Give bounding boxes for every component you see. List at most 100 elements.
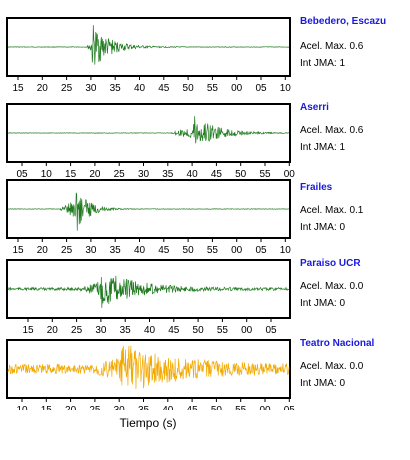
- station-name-4: Paraiso UCR: [300, 258, 361, 269]
- jma-line-4: Int JMA: 0: [300, 298, 408, 309]
- accel-line-2: Acel. Max. 0.6: [300, 125, 408, 136]
- x-tick-label: 35: [120, 325, 132, 336]
- x-tick-label: 15: [12, 245, 24, 256]
- accel-label-1: Acel. Max.: [300, 41, 347, 52]
- x-tick-label: 55: [235, 405, 247, 410]
- x-tick-label: 50: [193, 325, 205, 336]
- jma-line-3: Int JMA: 0: [300, 222, 408, 233]
- x-tick-label: 15: [65, 169, 77, 180]
- station-name-2: Aserri: [300, 102, 329, 113]
- panel-info-3: Frailes Acel. Max. 0.1 Int JMA: 0: [300, 182, 408, 233]
- x-tick-label: 20: [37, 245, 49, 256]
- jma-label-3: Int JMA:: [300, 222, 337, 233]
- x-tick-label: 40: [134, 245, 146, 256]
- x-tick-label: 10: [41, 169, 53, 180]
- x-tick-label: 20: [37, 83, 49, 94]
- x-tick-label: 30: [138, 169, 150, 180]
- x-tick-label: 40: [187, 169, 199, 180]
- jma-label-2: Int JMA:: [300, 142, 337, 153]
- x-tick-label: 30: [114, 405, 126, 410]
- x-tick-label: 40: [144, 325, 156, 336]
- x-tick-label: 10: [280, 245, 292, 256]
- accel-value-2: 0.6: [349, 125, 364, 136]
- x-tick-label: 50: [183, 245, 195, 256]
- jma-value-2: 1: [339, 142, 346, 153]
- x-tick-label: 15: [12, 83, 24, 94]
- x-tick-label: 30: [85, 245, 97, 256]
- station-name-5: Teatro Nacional: [300, 338, 375, 349]
- x-tick-label: 35: [138, 405, 150, 410]
- x-tick-label: 35: [110, 245, 122, 256]
- panel-4: 15 20 25 30 35 40 45 50 55 00 05: [6, 259, 291, 336]
- x-tick-label: 25: [89, 405, 101, 410]
- x-tick-label: 55: [259, 169, 271, 180]
- jma-label-1: Int JMA:: [300, 58, 337, 69]
- x-tick-label: 05: [284, 405, 296, 410]
- jma-line-1: Int JMA: 1: [300, 58, 408, 69]
- jma-value-5: 0: [339, 378, 346, 389]
- waveform-trace: [7, 116, 290, 144]
- panel-info-4: Paraiso UCR Acel. Max. 0.0 Int JMA: 0: [300, 258, 408, 309]
- accel-line-5: Acel. Max. 0.0: [300, 361, 408, 372]
- waveform-trace: [7, 275, 290, 308]
- x-tick-label: 20: [65, 405, 77, 410]
- panel-3: 15 20 25 30 35 40 45 50 55 00 05 10: [6, 179, 292, 256]
- x-tick-label: 45: [158, 83, 170, 94]
- accel-line-4: Acel. Max. 0.0: [300, 281, 408, 292]
- accel-label-5: Acel. Max.: [300, 361, 347, 372]
- x-tick-label: 45: [168, 325, 180, 336]
- x-tick-label: 45: [187, 405, 199, 410]
- accel-line-1: Acel. Max. 0.6: [300, 41, 408, 52]
- waveform-trace: [7, 345, 290, 390]
- station-name-3: Frailes: [300, 182, 333, 193]
- x-tick-label: 05: [265, 325, 277, 336]
- accel-value-5: 0.0: [349, 361, 364, 372]
- x-tick-label: 05: [255, 83, 267, 94]
- x-tick-label: 55: [207, 83, 219, 94]
- x-tick-label: 35: [162, 169, 174, 180]
- x-tick-label: 30: [95, 325, 107, 336]
- accel-label-3: Acel. Max.: [300, 205, 347, 216]
- x-axis-label: Tiempo (s): [119, 416, 177, 430]
- jma-value-4: 0: [339, 298, 346, 309]
- x-tick-label: 25: [61, 245, 73, 256]
- panel-1: 15 20 25 30 35 40 45 50 55 00 05 10: [6, 17, 292, 94]
- jma-label-4: Int JMA:: [300, 298, 337, 309]
- jma-value-3: 0: [339, 222, 346, 233]
- jma-line-2: Int JMA: 1: [300, 142, 408, 153]
- x-tick-label: 00: [284, 169, 296, 180]
- x-tick-label: 40: [162, 405, 174, 410]
- x-tick-label: 10: [16, 405, 28, 410]
- panel-info-2: Aserri Acel. Max. 0.6 Int JMA: 1: [300, 102, 408, 153]
- x-tick-label: 00: [241, 325, 253, 336]
- x-tick-label: 15: [22, 325, 34, 336]
- accel-value-1: 0.6: [349, 41, 364, 52]
- x-tick-label: 00: [231, 245, 243, 256]
- x-tick-label: 25: [61, 83, 73, 94]
- station-name-1: Bebedero, Escazu: [300, 16, 387, 27]
- accel-label-2: Acel. Max.: [300, 125, 347, 136]
- x-tick-label: 15: [41, 405, 53, 410]
- jma-line-5: Int JMA: 0: [300, 378, 408, 389]
- x-tick-label: 50: [211, 405, 223, 410]
- x-tick-label: 25: [114, 169, 126, 180]
- seismogram-chart: 15 20 25 30 35 40 45 50 55 00 05 10 05 10 15 20 25 30 35 40…: [6, 17, 296, 410]
- panel-2: 05 10 15 20 25 30 35 40 45 50 55 00: [6, 103, 296, 180]
- x-tick-label: 50: [183, 83, 195, 94]
- x-tick-label: 55: [217, 325, 229, 336]
- waveform-trace: [7, 25, 290, 65]
- accel-line-3: Acel. Max. 0.1: [300, 205, 408, 216]
- accel-label-4: Acel. Max.: [300, 281, 347, 292]
- jma-value-1: 1: [339, 58, 346, 69]
- x-tick-label: 10: [280, 83, 292, 94]
- x-tick-label: 25: [71, 325, 83, 336]
- x-tick-label: 45: [158, 245, 170, 256]
- x-tick-label: 30: [85, 83, 97, 94]
- x-tick-label: 50: [235, 169, 247, 180]
- waveform-trace: [7, 192, 290, 231]
- accel-value-3: 0.1: [349, 205, 364, 216]
- x-tick-label: 20: [89, 169, 101, 180]
- panel-info-5: Teatro Nacional Acel. Max. 0.0 Int JMA: …: [300, 338, 408, 389]
- accel-value-4: 0.0: [349, 281, 364, 292]
- x-tick-label: 05: [255, 245, 267, 256]
